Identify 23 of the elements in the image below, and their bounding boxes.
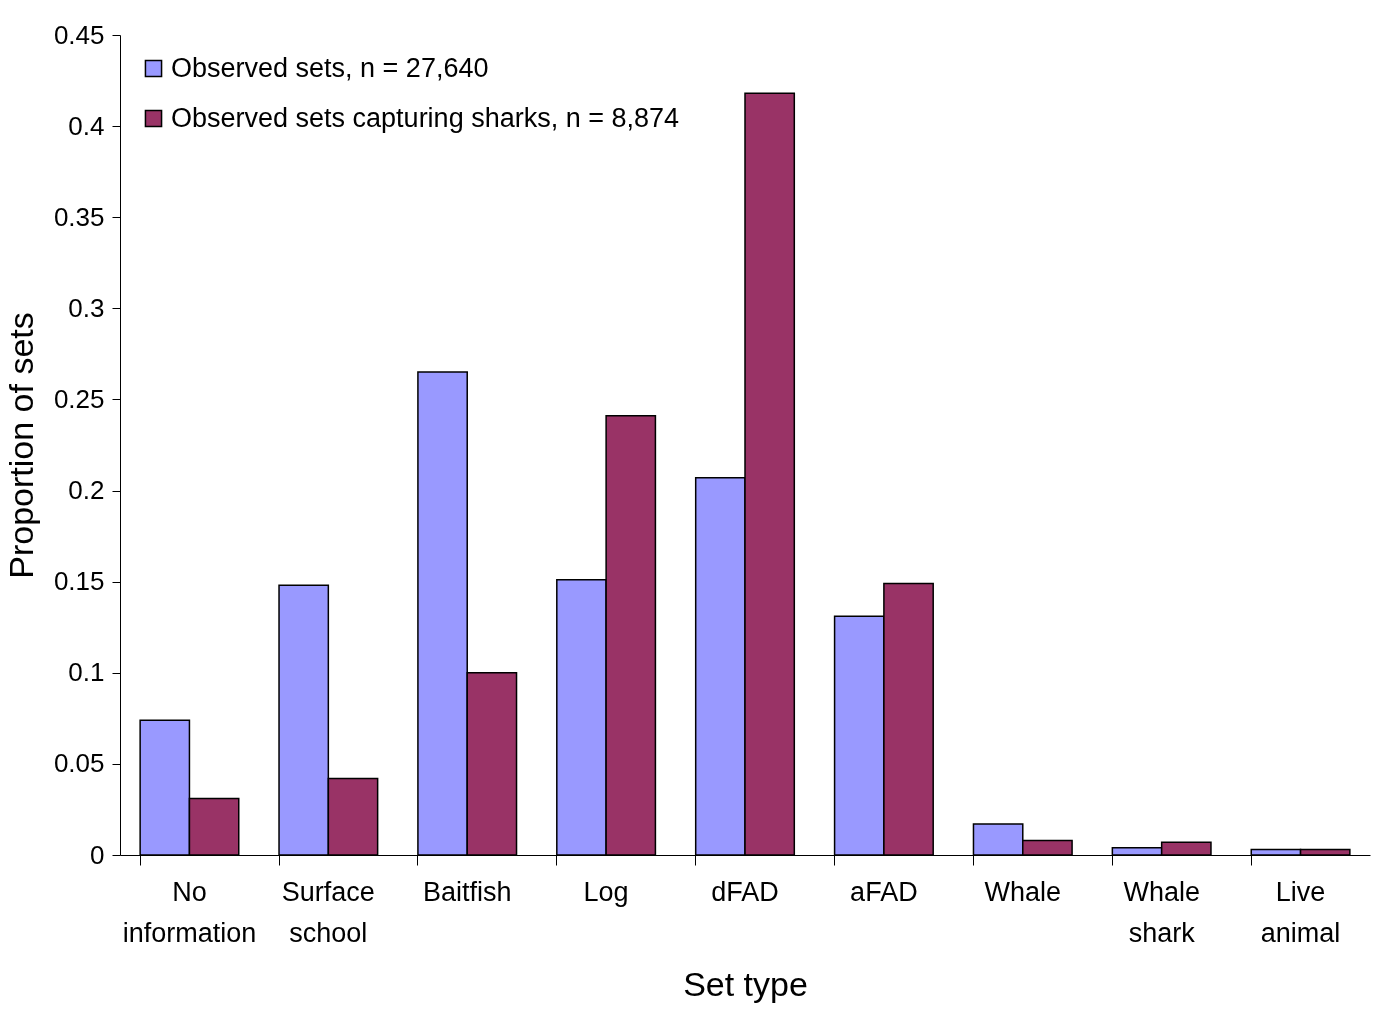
legend-label: Observed sets, n = 27,640 xyxy=(171,52,489,83)
y-tick-label: 0 xyxy=(90,839,105,870)
x-tick-label: dFAD xyxy=(711,876,779,907)
y-tick-label: 0.2 xyxy=(68,475,105,506)
x-tick-label: Whale shark xyxy=(1123,876,1200,948)
y-axis-title: Proportion of sets xyxy=(1,312,40,579)
y-tick-label: 0.35 xyxy=(53,201,105,232)
x-tick-label: Surface school xyxy=(281,876,375,948)
y-tick-label: 0.15 xyxy=(53,566,105,597)
y-tick-label: 0.05 xyxy=(53,748,105,779)
y-tick-label: 0.1 xyxy=(68,657,105,688)
x-tick-label: Whale xyxy=(984,876,1062,907)
x-tick-label: No information xyxy=(122,876,257,948)
x-tick-label: Baitfish xyxy=(422,876,512,907)
x-tick-label: aFAD xyxy=(850,876,918,907)
x-tick-label: Live animal xyxy=(1260,876,1341,948)
y-tick-label: 0.45 xyxy=(53,19,105,50)
y-tick-label: 0.25 xyxy=(53,383,105,414)
x-tick-label: Log xyxy=(583,876,629,907)
y-tick-label: 0.4 xyxy=(68,110,105,141)
x-axis-title: Set type xyxy=(683,964,808,1003)
legend-label: Observed sets capturing sharks, n = 8,874 xyxy=(171,102,680,133)
y-tick-label: 0.3 xyxy=(68,292,105,323)
